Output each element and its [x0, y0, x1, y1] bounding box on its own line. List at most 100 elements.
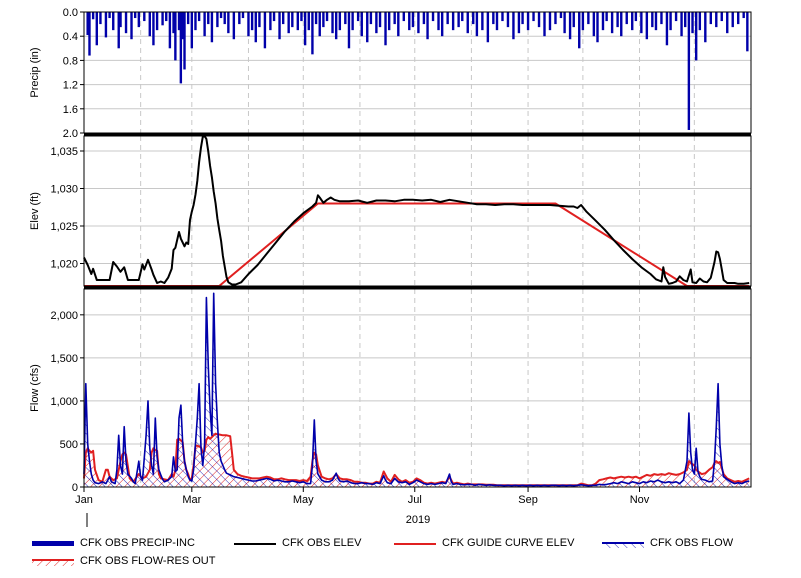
precip-bar	[360, 12, 363, 37]
precip-bar	[526, 12, 530, 31]
precip-bar	[691, 12, 694, 34]
precip-bar	[486, 12, 490, 43]
precip-bar	[512, 12, 515, 40]
x-tick-label: Jul	[408, 494, 422, 506]
y-tick-label: 1,025	[50, 221, 78, 233]
precip-bar	[457, 12, 460, 28]
legend-label-precip: CFK OBS PRECIP-INC	[80, 537, 195, 549]
precip-bar	[397, 12, 400, 37]
precip-bar	[426, 12, 429, 40]
series-obs-flow	[83, 292, 750, 487]
precip-bar	[581, 12, 585, 31]
precip-bar	[210, 12, 214, 43]
precip-bar	[654, 12, 658, 31]
precip-bar	[322, 12, 325, 28]
legend-item-obs-elev: CFK OBS ELEV	[232, 536, 382, 552]
precip-bar	[440, 12, 444, 37]
precip-bar	[197, 12, 201, 22]
y-axis-label: Elev (ft)	[29, 192, 41, 230]
x-axis-year-label: 2019	[406, 514, 430, 526]
precip-bar	[393, 12, 396, 25]
precip-bar	[475, 12, 479, 37]
precip-bar	[88, 12, 91, 56]
precip-bar	[104, 12, 108, 38]
precip-bar	[387, 12, 391, 31]
precip-bar	[665, 12, 669, 46]
precip-bar	[563, 12, 566, 34]
precip-bar	[219, 12, 223, 19]
precip-bar	[461, 12, 464, 22]
precip-bar	[620, 12, 623, 37]
precip-bar	[227, 12, 230, 34]
precip-bar	[680, 12, 683, 37]
precip-bar	[446, 12, 449, 25]
precip-bar	[186, 12, 190, 25]
elevation-panel: 1,020 1,025 1,030 1,035 Elev (ft)	[29, 135, 751, 287]
precip-bar	[86, 12, 89, 35]
precip-bar	[726, 12, 729, 34]
legend: CFK OBS PRECIP-INC CFK OBS ELEV CFK GUID…	[0, 534, 801, 578]
precip-bar	[318, 12, 321, 37]
precip-bar	[203, 12, 206, 37]
precip-bar	[704, 12, 707, 43]
y-tick-label: 0.0	[63, 7, 78, 19]
precip-bar	[338, 12, 342, 31]
panel-frames	[83, 11, 752, 488]
precip-bar	[634, 12, 638, 22]
legend-item-precip: CFK OBS PRECIP-INC	[30, 536, 230, 552]
legend-item-guide-curve: CFK GUIDE CURVE ELEV	[392, 536, 592, 552]
precip-bar	[331, 12, 334, 34]
legend-label-obs-elev: CFK OBS ELEV	[282, 537, 362, 549]
precip-bar	[303, 12, 307, 46]
precip-bar	[422, 12, 426, 25]
flow-panel: 0 500 1,000 1,500 2,000 Flow (cfs) Jan Mar May Ju…	[29, 289, 751, 527]
precip-bar	[95, 12, 98, 46]
precip-bar	[183, 12, 186, 70]
precip-bar	[179, 12, 183, 84]
precip-bar	[640, 12, 643, 34]
precip-bar	[124, 12, 128, 34]
precip-bar	[660, 12, 663, 25]
precip-bar	[287, 12, 290, 34]
precip-bar	[216, 12, 219, 28]
precip-bar	[402, 12, 405, 22]
precip-bar	[543, 12, 546, 37]
precip-bar	[366, 12, 369, 43]
y-tick-label: 2.0	[63, 128, 78, 140]
y-tick-label: 500	[60, 439, 78, 451]
precip-bar	[501, 12, 504, 22]
precip-bar	[495, 12, 499, 31]
precip-bar	[517, 12, 521, 34]
precip-bar	[314, 12, 318, 25]
precip-bar	[709, 12, 712, 25]
panel-border-flow	[83, 288, 752, 488]
panel-border-precip	[83, 11, 752, 134]
precip-bar	[554, 12, 557, 25]
legend-item-res-out: CFK OBS FLOW-RES OUT	[30, 554, 230, 570]
precip-bar	[408, 12, 411, 31]
precip-bar	[532, 12, 535, 22]
precip-bar	[155, 12, 159, 31]
precip-bar	[334, 12, 338, 40]
precip-bar	[174, 12, 177, 61]
precip-bar	[356, 12, 360, 22]
precip-bar	[746, 12, 749, 52]
precip-bar	[258, 12, 261, 28]
precip-bar	[247, 12, 250, 37]
precip-bar	[631, 12, 634, 31]
precip-bar	[466, 12, 469, 34]
precip-bar	[492, 12, 495, 25]
x-tick-label: Mar	[182, 494, 201, 506]
precip-panel: 0.0 0.4 0.8 1.2 1.6 2.0 Precip (in)	[29, 7, 751, 140]
precip-bar	[281, 12, 285, 25]
precip-bar	[278, 12, 281, 40]
x-tick-label: Sep	[518, 494, 538, 506]
precip-bar	[417, 12, 420, 34]
chart-canvas: 0.0 0.4 0.8 1.2 1.6 2.0 Precip (in) 1,020 1,025…	[29, 7, 752, 527]
precip-bar	[684, 12, 687, 28]
precip-bar	[548, 12, 552, 31]
precip-bar	[307, 12, 310, 31]
precip-bar	[578, 12, 581, 49]
precip-bar	[411, 12, 415, 28]
precip-bar	[731, 12, 734, 28]
